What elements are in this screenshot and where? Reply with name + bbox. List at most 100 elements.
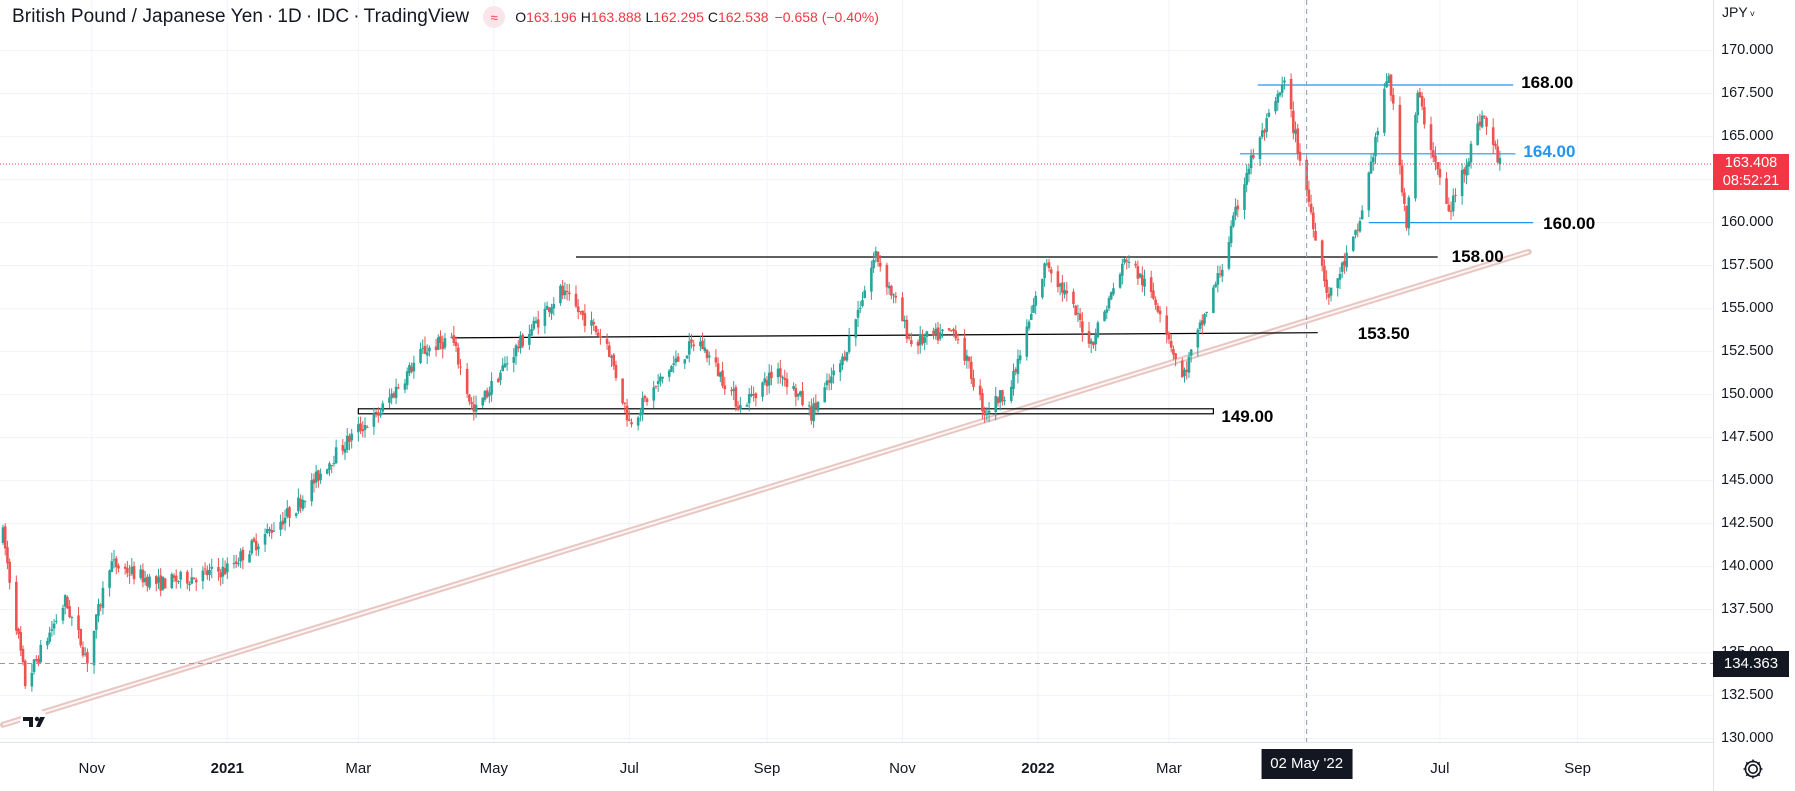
candle [592,318,596,331]
candle-body [172,575,176,578]
level-label: 153.50 [1357,324,1410,344]
price-tick-label: 150.000 [1721,385,1774,402]
candle-body [630,421,633,425]
candle [858,301,862,314]
candle-body [17,628,20,634]
candle [32,658,36,675]
candle-body [563,290,567,296]
candle [714,349,718,367]
candle [969,356,973,385]
candle [6,540,9,570]
candle [841,353,844,370]
candle [1491,118,1495,154]
price-tick-label: 167.500 [1721,84,1774,101]
candle-body [8,561,11,583]
candle [350,428,353,449]
candle [1049,266,1053,283]
candle-body [1152,290,1155,299]
candle-body [627,419,631,421]
candle-body [46,641,49,646]
level-line-153-5[interactable] [451,332,1318,339]
candle [217,558,220,581]
candle [1294,121,1297,143]
candle-body [1034,295,1038,306]
candle [1245,164,1248,193]
symbol-status-icon[interactable]: ≈ [483,6,506,28]
candle-body [1351,236,1355,251]
price-tick-label: 140.000 [1721,557,1774,574]
candle-body [643,395,647,399]
candle-body [1058,283,1062,287]
currency-label: JPY [1722,4,1748,20]
candle [1374,132,1377,164]
candle-body [252,538,256,542]
time-axis[interactable] [0,742,1713,791]
candle [1351,236,1355,253]
currency-selector[interactable]: JPY ˅ [1722,4,1755,20]
candle-body [923,337,926,343]
candle [1165,306,1169,344]
candle-body [394,386,398,399]
candle-body [343,448,347,453]
candle-body [61,607,65,621]
candle [747,387,751,412]
candle-body [559,285,562,304]
candle-body [670,366,673,372]
interval-label[interactable]: 1D [277,6,302,27]
candle-body [1001,390,1004,402]
candle-body [421,347,425,349]
candle [1249,149,1253,175]
candle-body [1216,273,1220,285]
candle [1485,116,1488,135]
candle [348,433,351,451]
candle-body [1165,315,1169,335]
candle-body [23,660,27,687]
gear-icon[interactable] [1739,755,1767,783]
candle-body [15,581,18,631]
candle-body [388,397,391,403]
candle-body [1172,348,1175,355]
candle-body [1138,273,1142,278]
candle [952,327,955,337]
candle [548,306,551,317]
candle [403,378,407,394]
candle-body [981,393,984,412]
candle-body [781,376,784,379]
candle-body [1294,129,1297,134]
candle-body [66,596,69,609]
level-line-149[interactable] [357,408,1214,415]
candle [785,372,789,395]
candle-body [1180,360,1184,378]
candle-body [1276,93,1280,103]
candle [565,284,569,301]
tradingview-logo-icon[interactable] [14,707,54,737]
symbol-title[interactable]: British Pound / Japanese Yen [12,6,264,27]
candle-body [730,390,733,392]
candle [1274,96,1277,115]
candle-body [690,339,693,343]
candle-body [1447,204,1451,212]
candle-body [63,595,67,607]
candle [965,349,969,369]
candle [1185,361,1189,380]
candle [736,400,740,412]
candle-body [303,501,307,503]
candle [719,371,722,383]
candle-body [1214,284,1217,288]
candle-body [1358,221,1362,232]
candle [1158,306,1162,323]
candle-body [907,336,911,339]
candle [605,333,609,350]
candle-body [674,358,678,363]
candle [1134,260,1137,269]
candle [761,381,764,402]
candle-body [148,576,151,588]
candle [503,356,507,369]
grid [0,0,1714,791]
candle-body [1460,170,1464,197]
candle-body [357,424,360,433]
candle [528,324,531,350]
candle-body [1247,168,1251,175]
